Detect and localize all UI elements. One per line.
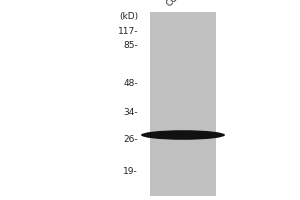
- Text: (kD): (kD): [119, 11, 138, 21]
- Text: 26-: 26-: [123, 136, 138, 144]
- Bar: [150, 12, 216, 196]
- Text: 85-: 85-: [123, 42, 138, 50]
- Text: 34-: 34-: [123, 108, 138, 116]
- Text: COLO205: COLO205: [165, 0, 201, 8]
- Text: 117-: 117-: [118, 27, 138, 36]
- Text: 19-: 19-: [123, 168, 138, 176]
- Text: 48-: 48-: [123, 79, 138, 88]
- Ellipse shape: [141, 130, 225, 140]
